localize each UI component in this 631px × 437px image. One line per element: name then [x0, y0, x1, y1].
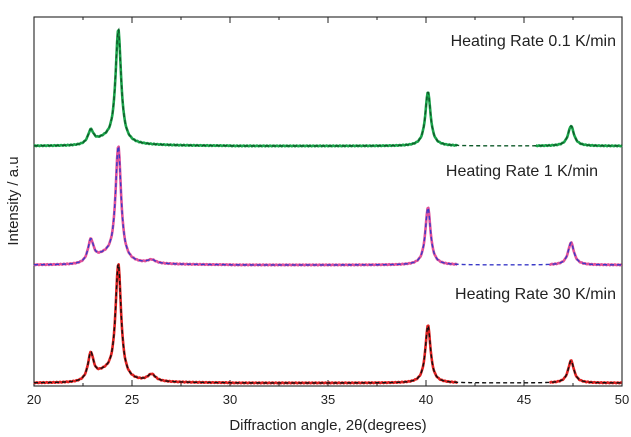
series-measured-0_1-seg-1 — [535, 124, 623, 148]
curves — [33, 27, 623, 385]
x-tick-label: 35 — [321, 392, 335, 407]
series-measured-30-seg-1 — [548, 359, 623, 385]
x-ticks: 20 25 30 35 40 45 50 — [27, 17, 629, 407]
series-measured-30-seg-0 — [33, 263, 458, 385]
annotation-heating-rate: Heating Rate 0.1 K/min — [451, 33, 616, 50]
annotation-heating-rate: Heating Rate 30 K/min — [455, 286, 616, 303]
series-measured-1-seg-0 — [33, 145, 458, 267]
series-fit-0_1 — [33, 27, 622, 147]
x-axis-title: Diffraction angle, 2θ(degrees) — [229, 417, 426, 434]
series-measured-0_1-seg-0 — [33, 28, 459, 148]
annotation-heating-rate: Heating Rate 1 K/min — [446, 163, 598, 180]
x-tick-label: 20 — [27, 392, 41, 407]
x-tick-label: 50 — [615, 392, 629, 407]
x-tick-label: 30 — [223, 392, 237, 407]
series-measured-1-seg-1 — [548, 241, 623, 267]
series-fit-30 — [33, 261, 622, 384]
x-tick-label: 45 — [517, 392, 531, 407]
x-tick-label: 40 — [419, 392, 433, 407]
y-axis-title: Intensity / a.u — [5, 156, 22, 245]
annotations: Heating Rate 0.1 K/min Heating Rate 1 K/m… — [446, 33, 616, 303]
series-fit-1 — [33, 143, 622, 266]
x-tick-label: 25 — [125, 392, 139, 407]
